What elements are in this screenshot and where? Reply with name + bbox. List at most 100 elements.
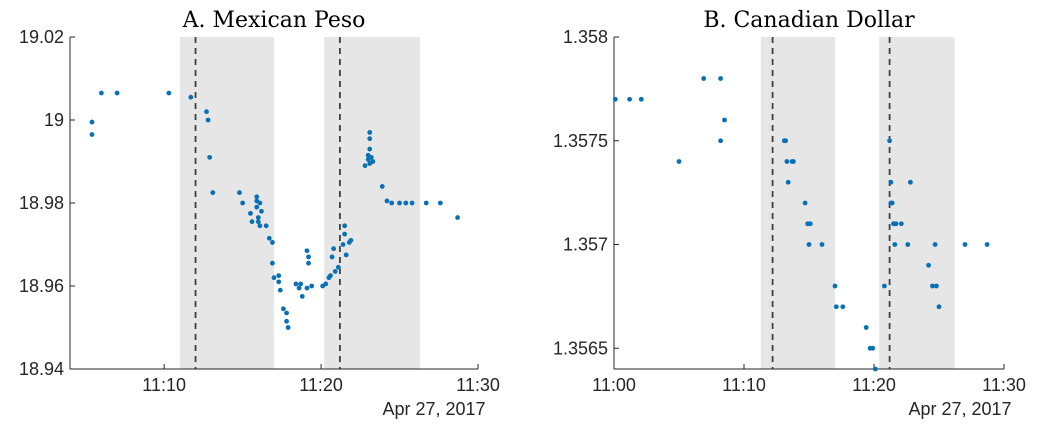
- panel-title: B. Canadian Dollar: [703, 8, 915, 33]
- data-point: [933, 242, 938, 247]
- data-point: [894, 221, 899, 226]
- data-point: [820, 242, 825, 247]
- data-point: [367, 147, 372, 152]
- data-point: [424, 201, 429, 206]
- data-point: [300, 294, 305, 299]
- y-tick-label-18-94: 18.94: [19, 359, 64, 379]
- data-point: [166, 91, 171, 96]
- y-tick-label-18-98: 18.98: [19, 193, 64, 213]
- data-point: [791, 159, 796, 164]
- data-point: [281, 306, 286, 311]
- data-point: [889, 180, 894, 185]
- data-point: [306, 261, 311, 266]
- data-point: [342, 223, 347, 228]
- data-point: [985, 242, 990, 247]
- data-point: [250, 219, 255, 224]
- data-point: [115, 91, 120, 96]
- data-point: [309, 284, 314, 289]
- data-point: [328, 273, 333, 278]
- data-point: [284, 311, 289, 316]
- x-tick-label-11-30: 11:30: [982, 375, 1026, 395]
- data-point: [90, 120, 95, 125]
- data-point: [323, 282, 328, 287]
- data-point: [403, 201, 408, 206]
- data-point: [348, 238, 353, 243]
- data-point: [344, 252, 349, 257]
- data-point: [256, 219, 261, 224]
- y-tick-label-1-358: 1.358: [563, 27, 608, 47]
- y-tick-label-1-3565: 1.3565: [553, 338, 608, 358]
- data-point: [963, 242, 968, 247]
- data-point: [256, 215, 261, 220]
- data-point: [803, 201, 808, 206]
- data-point: [627, 97, 632, 102]
- data-point: [330, 255, 335, 260]
- data-point: [887, 138, 892, 143]
- data-point: [785, 159, 790, 164]
- date-label: Apr 27, 2017: [908, 399, 1011, 419]
- data-point: [385, 199, 390, 204]
- data-point: [306, 255, 311, 260]
- data-point: [237, 190, 242, 195]
- panel-canadian-dollar: 1.3565 1.357 1.3575 1.358 11:00 11:10 11:20 11:…: [553, 8, 1026, 419]
- data-point: [333, 269, 338, 274]
- data-point: [937, 304, 942, 309]
- data-point: [718, 76, 723, 81]
- data-point: [342, 232, 347, 237]
- data-point: [367, 130, 372, 135]
- data-point: [286, 325, 291, 330]
- data-point: [613, 97, 618, 102]
- data-point: [370, 159, 375, 164]
- data-point: [870, 346, 875, 351]
- data-point: [284, 319, 289, 324]
- x-tick-label-11-10: 11:10: [142, 375, 186, 395]
- panel-title: A. Mexican Peso: [182, 8, 366, 33]
- data-point: [210, 190, 215, 195]
- data-point: [305, 248, 310, 253]
- data-point: [369, 155, 374, 160]
- data-point: [270, 240, 275, 245]
- y-tick-label-19: 19: [44, 110, 64, 130]
- data-point: [833, 284, 838, 289]
- data-point: [873, 367, 878, 372]
- data-point: [807, 242, 812, 247]
- data-point: [908, 180, 913, 185]
- data-point: [257, 201, 262, 206]
- data-point: [298, 282, 303, 287]
- data-point: [786, 180, 791, 185]
- data-point: [297, 286, 302, 291]
- data-point: [206, 118, 211, 123]
- data-point: [270, 261, 275, 266]
- data-point: [783, 138, 788, 143]
- x-tick-label-11-30: 11:30: [456, 375, 500, 395]
- data-point: [905, 242, 910, 247]
- data-point: [90, 132, 95, 137]
- data-point: [639, 97, 644, 102]
- data-point: [677, 159, 682, 164]
- data-point: [207, 155, 212, 160]
- y-tick-label-1-3575: 1.3575: [553, 131, 608, 151]
- data-point: [926, 263, 931, 268]
- data-point: [278, 288, 283, 293]
- data-point: [438, 201, 443, 206]
- data-point: [341, 242, 346, 247]
- data-point: [410, 201, 415, 206]
- data-point: [188, 95, 193, 100]
- data-point: [305, 286, 310, 291]
- x-tick-label-11-20: 11:20: [852, 375, 896, 395]
- data-point: [389, 201, 394, 206]
- data-point: [331, 246, 336, 251]
- data-point: [254, 205, 259, 210]
- data-point: [722, 118, 727, 123]
- data-point: [294, 282, 299, 287]
- data-point: [864, 325, 869, 330]
- data-point: [834, 304, 839, 309]
- data-point: [204, 109, 209, 114]
- x-tick-label-11-20: 11:20: [299, 375, 343, 395]
- data-point: [254, 194, 259, 199]
- data-point: [455, 215, 460, 220]
- panel-mexican-peso: 18.94 18.96 18.98 19 19.02 11:10 11:20 11:30 Apr…: [19, 8, 500, 419]
- data-point: [248, 211, 253, 216]
- data-point: [240, 201, 245, 206]
